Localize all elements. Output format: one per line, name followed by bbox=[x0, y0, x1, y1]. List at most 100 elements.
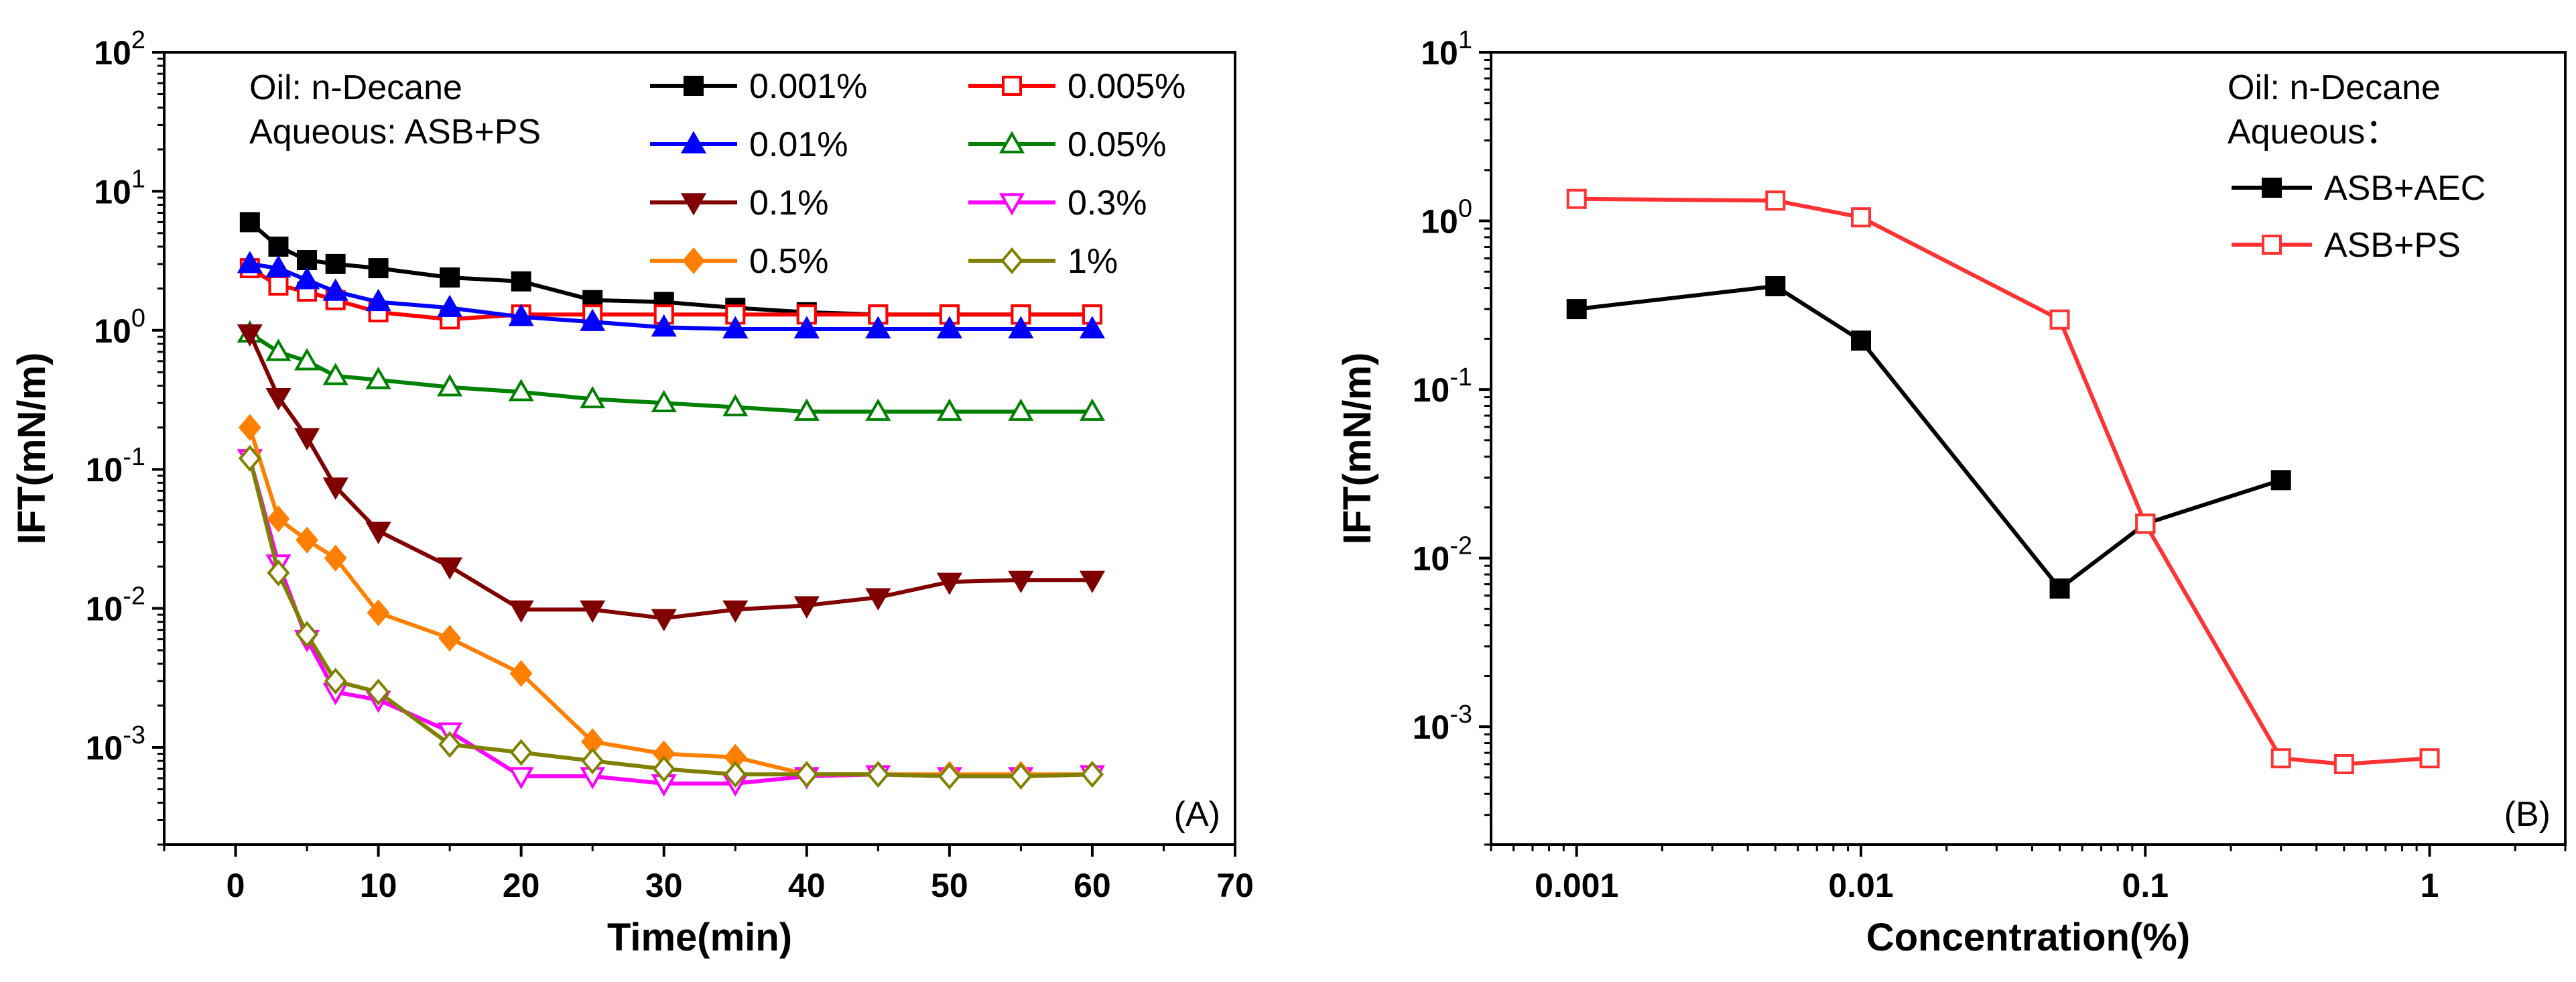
data-point bbox=[437, 373, 463, 397]
data-point bbox=[509, 739, 533, 766]
legend-label: 0.001% bbox=[749, 67, 867, 106]
data-point bbox=[265, 339, 292, 361]
series-group-a bbox=[237, 212, 1105, 797]
data-point bbox=[511, 271, 531, 292]
legend-a: 0.001% 0.005% 0.01% 0.05% 0.1% 0.3% 0.5% 1% bbox=[650, 67, 1185, 281]
data-point bbox=[936, 398, 962, 421]
y-tick-exponent: -1 bbox=[1450, 363, 1472, 391]
data-point bbox=[651, 389, 677, 412]
y-tick-base: 10 bbox=[1413, 709, 1450, 746]
data-point bbox=[297, 250, 318, 271]
y-tick-label: 10-1 bbox=[1413, 363, 1472, 409]
y-tick-exponent: -1 bbox=[123, 443, 145, 471]
legend-swatch-marker bbox=[2262, 235, 2282, 255]
y-tick-label: 100 bbox=[1421, 195, 1472, 241]
data-point bbox=[1081, 761, 1104, 788]
legend-item-0-005: 0.005% bbox=[968, 67, 1185, 106]
data-point bbox=[322, 363, 348, 385]
data-point bbox=[793, 316, 820, 339]
y-tick-exponent: 0 bbox=[131, 304, 145, 332]
data-point bbox=[793, 596, 820, 619]
data-point bbox=[2270, 748, 2291, 769]
data-point bbox=[1566, 188, 1587, 209]
data-point bbox=[440, 267, 460, 288]
legend-swatch-marker bbox=[2262, 178, 2282, 198]
annotation-oil-a: Oil: n-Decane bbox=[249, 68, 462, 107]
data-point bbox=[936, 316, 962, 339]
data-point bbox=[322, 278, 348, 301]
data-point bbox=[580, 600, 606, 623]
x-tick-label: 40 bbox=[788, 867, 826, 904]
x-tick-label: 0.01 bbox=[1828, 867, 1893, 904]
data-point bbox=[796, 304, 817, 325]
data-point bbox=[508, 379, 534, 402]
data-point bbox=[724, 761, 747, 788]
data-point bbox=[580, 385, 606, 409]
data-point bbox=[294, 267, 320, 290]
series-group-b bbox=[1566, 188, 2440, 774]
y-tick-exponent: -2 bbox=[123, 582, 145, 611]
legend-label: 0.1% bbox=[749, 184, 829, 223]
data-point bbox=[438, 731, 462, 758]
data-point bbox=[1851, 330, 1872, 351]
y-tick-exponent: -2 bbox=[1450, 532, 1472, 560]
data-point bbox=[1008, 316, 1034, 339]
legend-item-asb-ps: ASB+PS bbox=[2232, 226, 2461, 265]
data-point bbox=[294, 348, 320, 371]
y-tick-exponent: 1 bbox=[1458, 26, 1472, 54]
data-point bbox=[936, 572, 962, 595]
data-point bbox=[508, 600, 534, 623]
data-point bbox=[268, 275, 289, 296]
annotation-aqueous-a: Aqueous: ASB+PS bbox=[249, 113, 541, 151]
data-point bbox=[322, 477, 348, 500]
data-point bbox=[793, 398, 820, 421]
data-point bbox=[268, 236, 289, 257]
legend-swatch-marker bbox=[680, 131, 707, 154]
data-point bbox=[296, 526, 318, 554]
y-tick-label: 10-2 bbox=[86, 582, 145, 628]
data-point bbox=[368, 258, 389, 279]
legend-b: ASB+AEC ASB+PS bbox=[2232, 169, 2486, 265]
data-point bbox=[367, 678, 390, 706]
data-point bbox=[365, 367, 391, 389]
series-asb-ps bbox=[1566, 188, 2440, 774]
legend-item-0-5: 0.5% bbox=[650, 242, 829, 281]
y-axis-label-b: IFT(mN/m) bbox=[1336, 353, 1379, 545]
data-point bbox=[865, 316, 891, 339]
legend-label: ASB+AEC bbox=[2324, 169, 2486, 208]
series-1 bbox=[238, 444, 1104, 790]
data-point bbox=[296, 621, 318, 648]
legend-label: 0.05% bbox=[1068, 125, 1166, 164]
y-tick-base: 10 bbox=[1421, 34, 1458, 72]
x-tick-label: 20 bbox=[503, 867, 540, 904]
y-tick-label: 10-3 bbox=[86, 721, 145, 767]
data-point bbox=[1765, 275, 1786, 296]
panel-label-b: (B) bbox=[2504, 795, 2551, 834]
data-point bbox=[365, 521, 391, 544]
legend-swatch-marker bbox=[999, 131, 1025, 154]
x-tick-label: 0.1 bbox=[2122, 867, 2169, 904]
legend-label: ASB+PS bbox=[2324, 226, 2461, 265]
data-point bbox=[1008, 398, 1034, 421]
legend-swatch-marker bbox=[682, 247, 705, 274]
data-point bbox=[367, 599, 390, 627]
y-tick-label: 10-3 bbox=[1413, 700, 1472, 746]
legend-item-0-1: 0.1% bbox=[650, 184, 829, 223]
y-tick-label: 102 bbox=[94, 26, 145, 72]
y-tick-label: 101 bbox=[94, 165, 145, 210]
data-point bbox=[1079, 570, 1105, 593]
legend-item-0-001: 0.001% bbox=[650, 67, 867, 106]
data-point bbox=[580, 308, 606, 331]
data-point bbox=[1851, 207, 1872, 228]
legend-label: 0.5% bbox=[749, 242, 829, 281]
data-point bbox=[2419, 748, 2440, 769]
data-point bbox=[2049, 578, 2070, 599]
data-point bbox=[1765, 190, 1786, 211]
legend-label: 0.005% bbox=[1068, 67, 1185, 106]
data-point bbox=[237, 324, 263, 347]
legend-swatch-marker bbox=[1001, 247, 1023, 274]
annotation-aqueous-b: Aqueous： bbox=[2228, 113, 2400, 151]
